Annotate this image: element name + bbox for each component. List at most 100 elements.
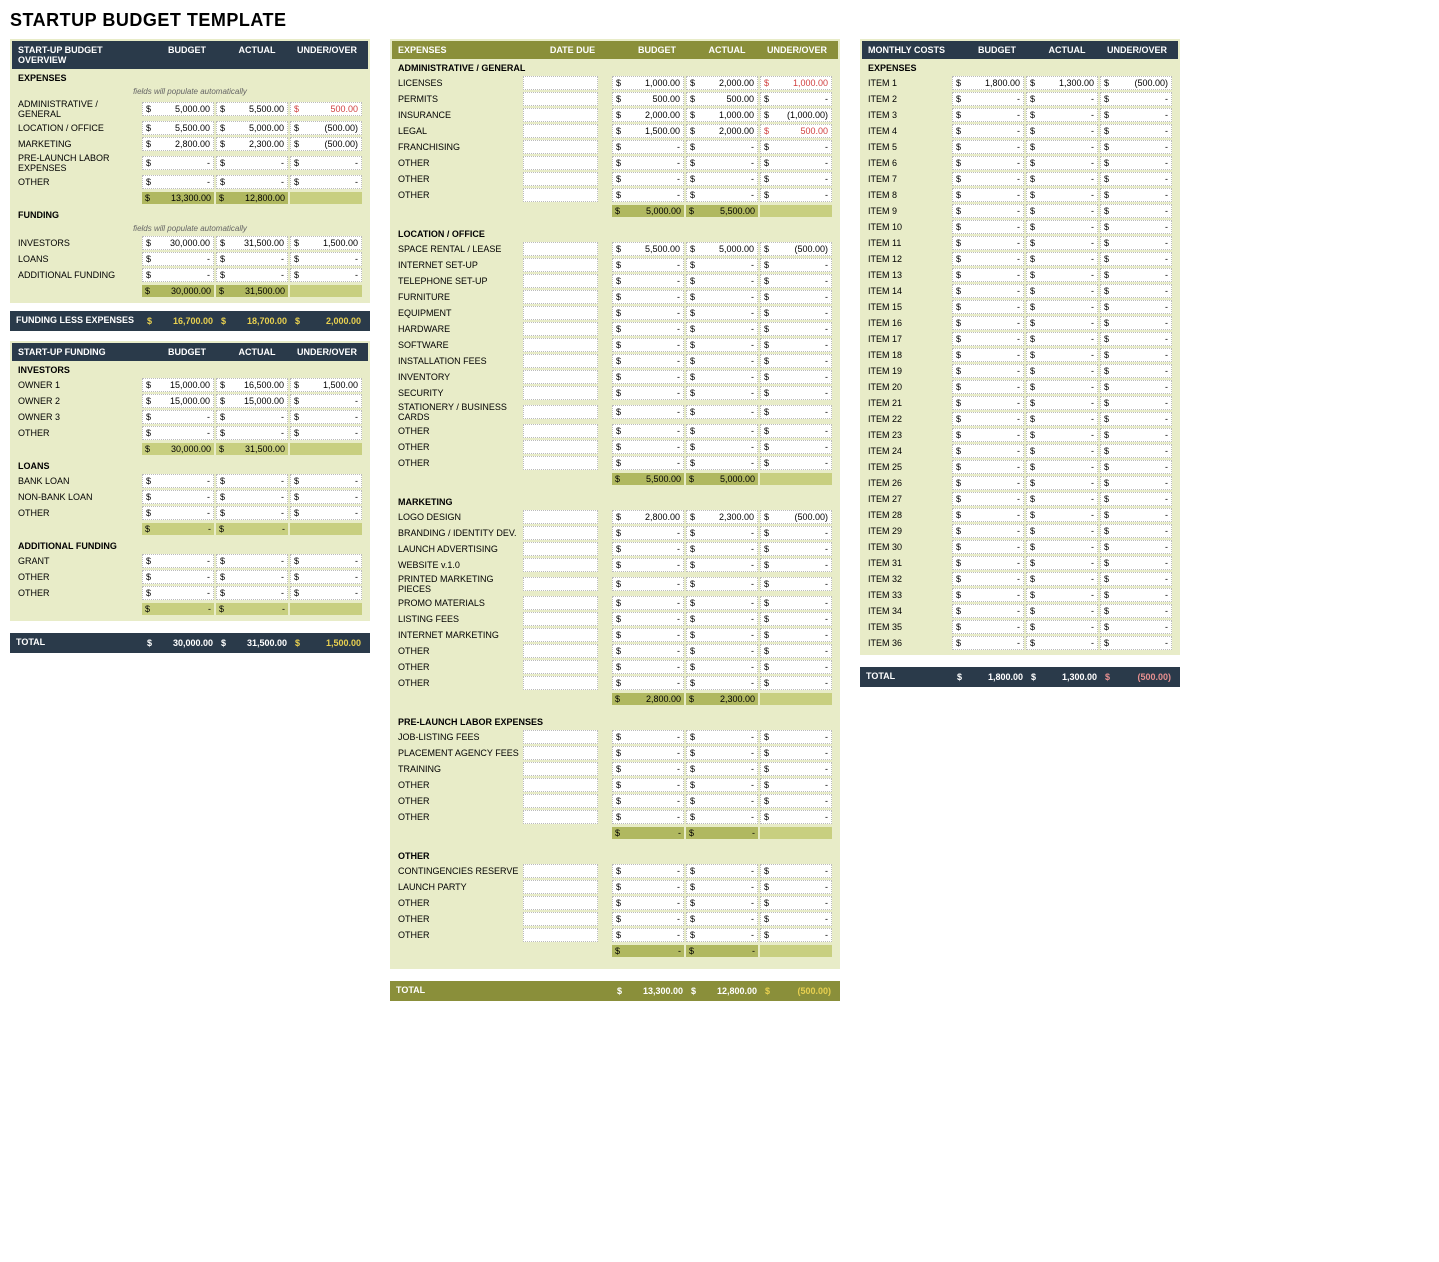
row-label: INTERNET SET-UP (398, 260, 521, 270)
date-due-cell[interactable] (523, 124, 598, 138)
row-label: ADMINISTRATIVE / GENERAL (18, 99, 140, 119)
table-row: OTHER $- $- $- (12, 585, 368, 601)
date-due-cell[interactable] (523, 306, 598, 320)
row-label: INSURANCE (398, 110, 521, 120)
row-label: OTHER (398, 646, 521, 656)
date-due-cell[interactable] (523, 542, 598, 556)
row-label: LAUNCH ADVERTISING (398, 544, 521, 554)
date-due-cell[interactable] (523, 762, 598, 776)
row-label: BANK LOAN (18, 476, 140, 486)
date-due-cell[interactable] (523, 746, 598, 760)
section-header: PRE-LAUNCH LABOR EXPENSES (392, 713, 838, 729)
date-due-cell[interactable] (523, 140, 598, 154)
table-row: INTERNET MARKETING $- $- $- (392, 627, 838, 643)
row-label: OTHER (18, 428, 140, 438)
table-row: ITEM 5 $- $- $- (862, 139, 1178, 155)
row-label: ITEM 9 (868, 206, 950, 216)
row-label: HARDWARE (398, 324, 521, 334)
date-due-cell[interactable] (523, 338, 598, 352)
row-label: PLACEMENT AGENCY FEES (398, 748, 521, 758)
row-label: ADDITIONAL FUNDING (18, 270, 140, 280)
table-row: INSURANCE $2,000.00 $1,000.00 $(1,000.00… (392, 107, 838, 123)
date-due-cell[interactable] (523, 510, 598, 524)
date-due-cell[interactable] (523, 794, 598, 808)
row-label: SOFTWARE (398, 340, 521, 350)
table-row: OTHER $- $- $- (392, 777, 838, 793)
table-row: ITEM 11 $- $- $- (862, 235, 1178, 251)
date-due-cell[interactable] (523, 290, 598, 304)
date-due-cell[interactable] (523, 405, 598, 419)
row-label: LAUNCH PARTY (398, 882, 521, 892)
date-due-cell[interactable] (523, 644, 598, 658)
date-due-cell[interactable] (523, 912, 598, 926)
table-row: OTHER $- $- $- (392, 439, 838, 455)
date-due-cell[interactable] (523, 440, 598, 454)
table-row: ITEM 17 $- $- $- (862, 331, 1178, 347)
date-due-cell[interactable] (523, 676, 598, 690)
overview-panel: START-UP BUDGET OVERVIEW BUDGET ACTUAL U… (10, 39, 370, 303)
table-row: ITEM 29 $- $- $- (862, 523, 1178, 539)
date-due-cell[interactable] (523, 864, 598, 878)
date-due-cell[interactable] (523, 896, 598, 910)
table-row: OTHER $- $- $- (392, 455, 838, 471)
table-row: CONTINGENCIES RESERVE $- $- $- (392, 863, 838, 879)
date-due-cell[interactable] (523, 76, 598, 90)
table-row: ITEM 24 $- $- $- (862, 443, 1178, 459)
row-label: OWNER 2 (18, 396, 140, 406)
row-label: ITEM 6 (868, 158, 950, 168)
table-row: ITEM 36 $- $- $- (862, 635, 1178, 651)
date-due-cell[interactable] (523, 628, 598, 642)
date-due-cell[interactable] (523, 596, 598, 610)
table-row: ADDITIONAL FUNDING $- $- $- (12, 267, 368, 283)
date-due-cell[interactable] (523, 730, 598, 744)
date-due-cell[interactable] (523, 274, 598, 288)
table-row: STATIONERY / BUSINESS CARDS $- $- $- (392, 401, 838, 423)
date-due-cell[interactable] (523, 188, 598, 202)
table-row: ITEM 27 $- $- $- (862, 491, 1178, 507)
row-label: ITEM 21 (868, 398, 950, 408)
date-due-cell[interactable] (523, 386, 598, 400)
date-due-cell[interactable] (523, 108, 598, 122)
date-due-cell[interactable] (523, 810, 598, 824)
date-due-cell[interactable] (523, 928, 598, 942)
date-due-cell[interactable] (523, 172, 598, 186)
date-due-cell[interactable] (523, 424, 598, 438)
date-due-cell[interactable] (523, 370, 598, 384)
page-title: STARTUP BUDGET TEMPLATE (10, 10, 1429, 31)
date-due-cell[interactable] (523, 558, 598, 572)
section-subtotal: $5,000.00 $5,500.00 (392, 203, 838, 219)
date-due-cell[interactable] (523, 660, 598, 674)
row-label: LICENSES (398, 78, 521, 88)
table-row: OTHER $- $- $- (12, 505, 368, 521)
date-due-cell[interactable] (523, 354, 598, 368)
row-label: CONTINGENCIES RESERVE (398, 866, 521, 876)
section-subtotal: $2,800.00 $2,300.00 (392, 691, 838, 707)
table-row: GRANT $- $- $- (12, 553, 368, 569)
row-label: OTHER (398, 458, 521, 468)
date-due-cell[interactable] (523, 526, 598, 540)
date-due-cell[interactable] (523, 322, 598, 336)
date-due-cell[interactable] (523, 242, 598, 256)
row-label: OTHER (18, 572, 140, 582)
date-due-cell[interactable] (523, 880, 598, 894)
table-row: ITEM 13 $- $- $- (862, 267, 1178, 283)
auto-note: fields will populate automatically (12, 85, 368, 98)
startup-funding-total: TOTAL $30,000.00 $31,500.00 $1,500.00 (10, 633, 370, 653)
section-header: OTHER (392, 847, 838, 863)
row-label: OTHER (398, 158, 521, 168)
expenses-subheader: EXPENSES (12, 69, 368, 85)
row-label: ITEM 14 (868, 286, 950, 296)
date-due-cell[interactable] (523, 778, 598, 792)
date-due-cell[interactable] (523, 456, 598, 470)
table-row: ITEM 9 $- $- $- (862, 203, 1178, 219)
row-label: ITEM 15 (868, 302, 950, 312)
date-due-cell[interactable] (523, 577, 598, 591)
date-due-cell[interactable] (523, 258, 598, 272)
table-row: ITEM 26 $- $- $- (862, 475, 1178, 491)
row-label: OTHER (398, 914, 521, 924)
date-due-cell[interactable] (523, 156, 598, 170)
date-due-cell[interactable] (523, 612, 598, 626)
row-label: ITEM 13 (868, 270, 950, 280)
date-due-cell[interactable] (523, 92, 598, 106)
row-label: JOB-LISTING FEES (398, 732, 521, 742)
